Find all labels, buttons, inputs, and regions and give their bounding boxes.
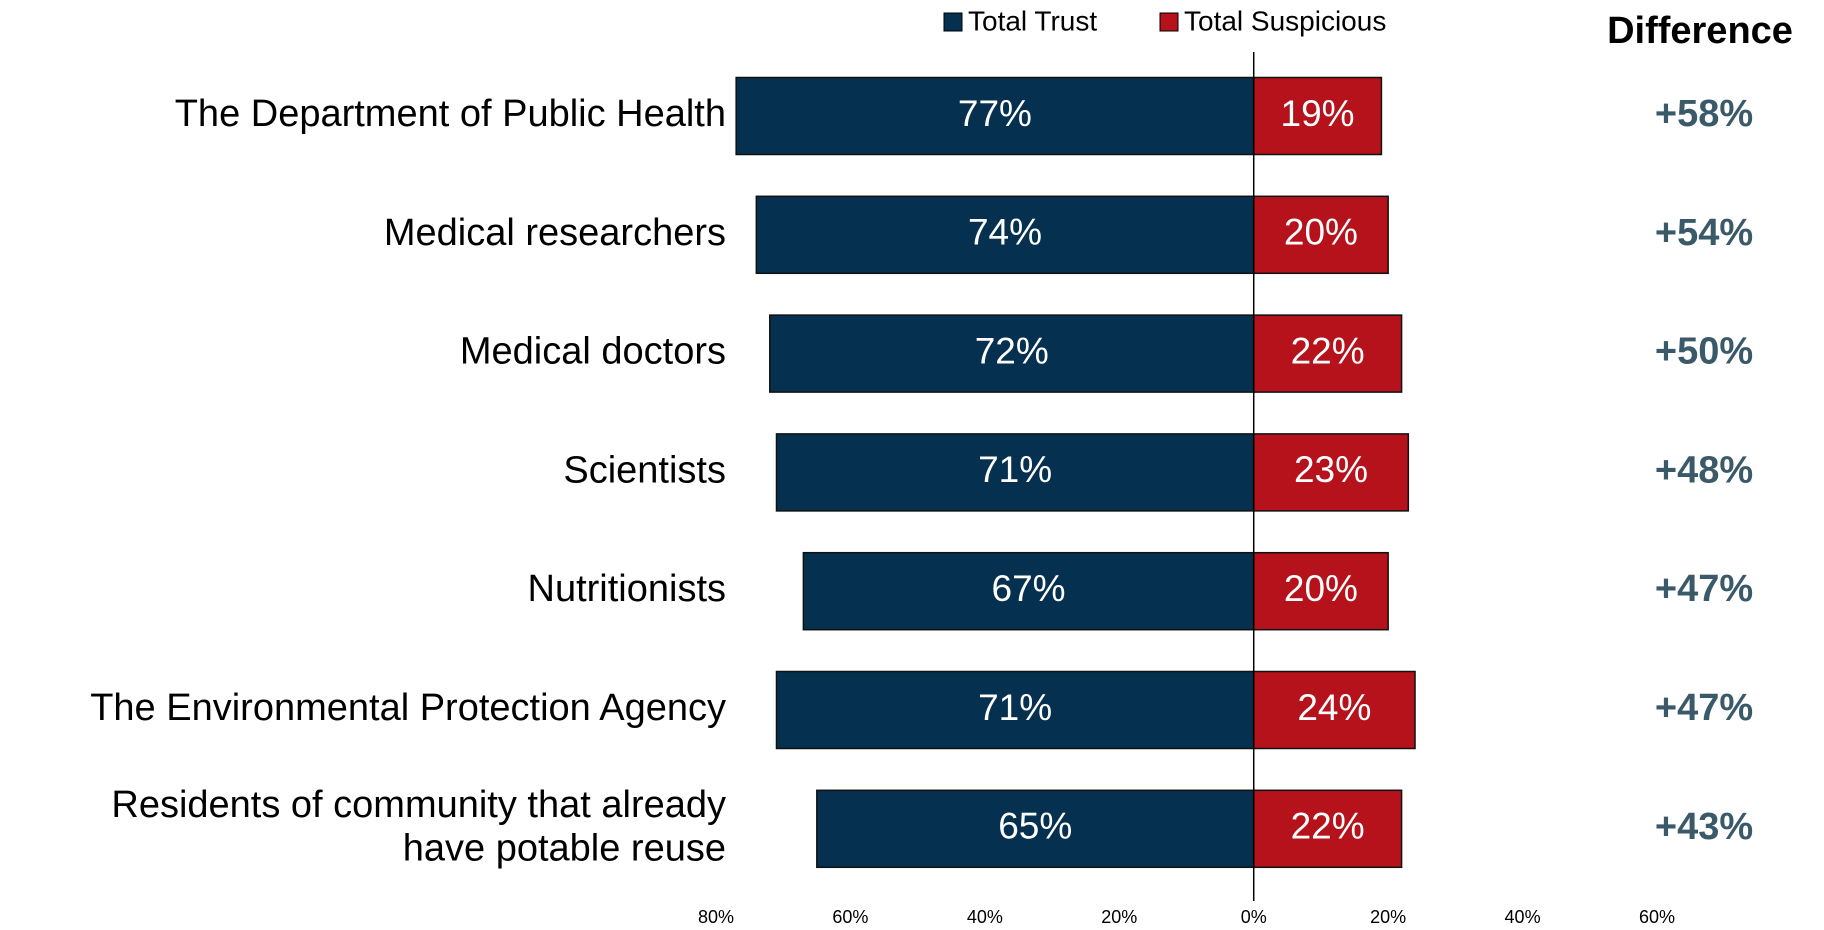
x-tick-label: 20% — [1101, 907, 1137, 927]
bar-value-label: 19% — [1281, 93, 1355, 134]
bar-value-label: 20% — [1284, 568, 1358, 609]
bar — [775, 433, 1255, 512]
x-tick-label: 0% — [1241, 907, 1267, 927]
bar — [1252, 789, 1403, 869]
bar-value-label: 22% — [1291, 806, 1365, 847]
bar-value-label: 65% — [998, 806, 1072, 847]
difference-value: +48% — [1655, 449, 1753, 491]
bar-value-label: 72% — [975, 330, 1049, 371]
bar — [816, 789, 1255, 869]
difference-value: +47% — [1655, 568, 1753, 610]
bar — [769, 314, 1255, 393]
bar-value-label: 67% — [992, 568, 1066, 609]
bar-value-label: 23% — [1294, 449, 1368, 490]
bar-value-label: 20% — [1284, 212, 1358, 253]
category-label: Medical researchers — [384, 212, 726, 254]
category-label: The Environmental Protection Agency — [90, 687, 726, 729]
legend-label: Total Suspicious — [1184, 5, 1386, 36]
difference-title: Difference — [1607, 10, 1793, 52]
bar-value-label: 74% — [968, 212, 1042, 253]
x-tick-label: 20% — [1370, 907, 1406, 927]
bar-value-label: 71% — [978, 687, 1052, 728]
bar-value-label: 24% — [1297, 687, 1371, 728]
bar — [802, 551, 1255, 631]
legend-label: Total Trust — [968, 5, 1097, 36]
category-label: Medical doctors — [460, 331, 726, 373]
difference-value: +47% — [1655, 687, 1753, 729]
x-tick-label: 40% — [1505, 907, 1541, 927]
category-label: Residents of community that already have … — [111, 784, 726, 870]
difference-value: +58% — [1655, 93, 1753, 135]
legend-swatch — [1159, 12, 1179, 32]
bar-value-label: 71% — [978, 449, 1052, 490]
difference-value: +54% — [1655, 212, 1753, 254]
x-tick-label: 40% — [967, 907, 1003, 927]
difference-value: +50% — [1655, 331, 1753, 373]
bar-value-label: 22% — [1291, 330, 1365, 371]
bar — [1252, 195, 1389, 275]
bar — [1252, 670, 1416, 750]
difference-value: +43% — [1655, 806, 1753, 848]
legend-swatch — [943, 12, 963, 32]
x-tick-label: 60% — [1639, 907, 1675, 927]
bar-value-label: 77% — [958, 93, 1032, 134]
category-label: The Department of Public Health — [175, 93, 726, 135]
bar — [1252, 314, 1403, 393]
x-tick-label: 60% — [832, 907, 868, 927]
bar — [1252, 76, 1383, 156]
bar — [755, 195, 1255, 275]
bar — [735, 76, 1255, 156]
category-label: Scientists — [563, 449, 726, 491]
bar — [1252, 551, 1389, 631]
x-tick-label: 80% — [698, 907, 734, 927]
category-label: Nutritionists — [528, 568, 727, 610]
